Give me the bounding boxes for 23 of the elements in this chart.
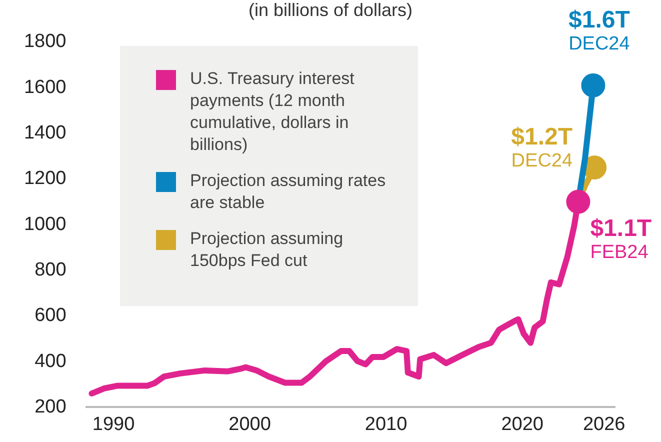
y-tick-label: 400 [34,350,66,372]
annotation: $1.1T FEB24 [590,214,652,263]
y-tick-label: 1800 [24,31,66,52]
x-tick-label: 2010 [364,414,408,435]
x-tick-label: 2020 [501,414,544,435]
y-tick-label: 1400 [24,122,66,144]
y-tick-label: 600 [34,305,66,326]
legend-label: Projection assuming rates are stable [190,170,387,214]
y-tick-label: 200 [34,396,66,418]
y-tick-label: 800 [34,259,66,280]
x-tick-label: 1990 [92,414,135,435]
y-tick-label: 1200 [24,168,66,190]
y-tick-label: 1600 [24,76,66,98]
y-tick-label: 1000 [24,214,66,235]
x-tick-label: 2000 [228,414,271,435]
point [581,73,606,98]
legend-label: U.S. Treasury interest payments (12 month cumulative, dollars in billions) [190,68,356,156]
x-tick-label: 2026 [582,414,626,435]
chart-title: (in billions of dollars) [248,0,413,20]
annotation: $1.2T DEC24 [511,124,573,172]
legend-label: Projection assuming 150bps Fed cut [190,228,344,272]
annotation: $1.6T DEC24 [568,6,630,54]
point [566,190,590,214]
